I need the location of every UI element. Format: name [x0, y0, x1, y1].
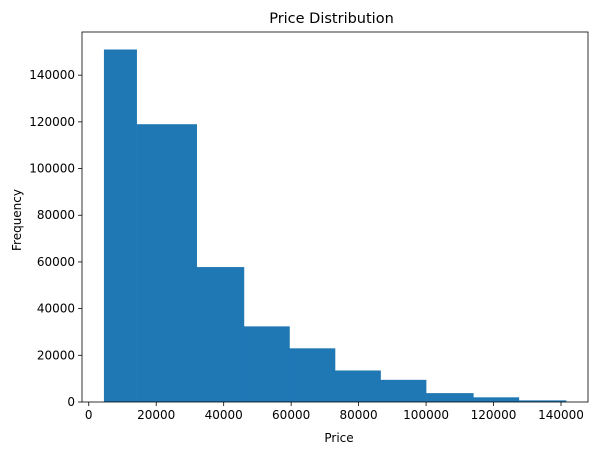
- y-axis-ticks: 0 20000 40000 60000 80000 100000 120000 140000: [29, 68, 82, 409]
- x-tick-label: 100000: [403, 408, 449, 422]
- y-tick-label: 100000: [29, 162, 75, 176]
- y-tick-label: 20000: [37, 348, 75, 362]
- histogram-bar-1: [103, 49, 137, 403]
- y-tick-label: 120000: [29, 115, 75, 129]
- x-tick-label: 60000: [272, 408, 310, 422]
- bars-group: [103, 49, 567, 403]
- x-axis-label: Price: [324, 431, 353, 445]
- x-tick-label: 0: [85, 408, 93, 422]
- histogram-bar-8: [426, 393, 474, 402]
- y-tick-label: 80000: [37, 208, 75, 222]
- y-tick-label: 140000: [29, 68, 75, 82]
- histogram-bar-3: [196, 267, 245, 402]
- chart-title: Price Distribution: [269, 11, 394, 27]
- histogram-bar-10: [518, 400, 567, 402]
- y-tick-label: 0: [67, 395, 75, 409]
- x-tick-label: 120000: [471, 408, 517, 422]
- y-tick-label: 60000: [37, 255, 75, 269]
- y-axis-label: Frequency: [10, 189, 24, 251]
- x-tick-label: 80000: [340, 408, 378, 422]
- x-tick-label: 40000: [205, 408, 243, 422]
- histogram-bar-2: [136, 124, 197, 403]
- histogram-bar-6: [335, 370, 381, 402]
- x-tick-label: 140000: [538, 408, 584, 422]
- histogram-bar-5: [289, 348, 336, 402]
- histogram-bar-9: [473, 397, 520, 402]
- histogram-bar-4: [243, 326, 290, 402]
- plot-area-frame: [81, 31, 589, 403]
- x-tick-label: 20000: [137, 408, 175, 422]
- histogram-bar-7: [380, 379, 427, 402]
- y-tick-label: 40000: [37, 302, 75, 316]
- x-axis-ticks: 0 20000 40000 60000 80000 100000 120000 140000: [85, 402, 584, 422]
